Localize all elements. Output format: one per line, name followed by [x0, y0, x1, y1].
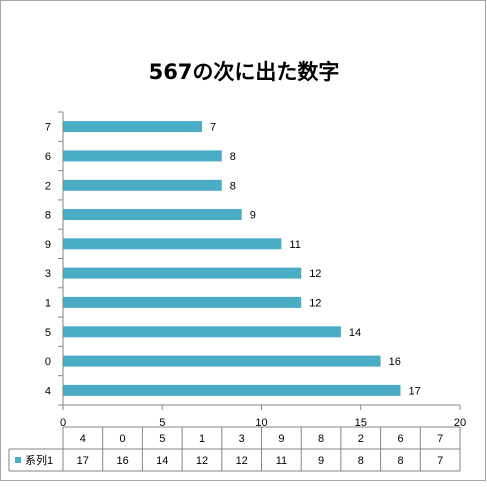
- table-value-8: 9: [318, 455, 324, 467]
- table-value-1: 12: [196, 455, 208, 467]
- bar-1: [63, 296, 302, 308]
- data-label-7: 7: [210, 122, 216, 134]
- category-label-4: 4: [45, 385, 51, 397]
- table-header-7: 7: [437, 433, 443, 445]
- x-tick-label-10: 10: [255, 417, 267, 429]
- table-header-3: 3: [239, 433, 245, 445]
- table-value-5: 14: [156, 455, 168, 467]
- table-header-6: 6: [397, 433, 403, 445]
- table-value-9: 11: [276, 455, 287, 467]
- data-label-4: 17: [409, 385, 421, 397]
- table-value-6: 8: [397, 455, 403, 467]
- bar-3: [63, 267, 302, 279]
- category-label-9: 9: [45, 239, 51, 251]
- data-label-9: 11: [289, 239, 300, 251]
- category-label-6: 6: [45, 151, 51, 163]
- category-label-7: 7: [45, 122, 51, 134]
- x-tick-label-0: 0: [60, 417, 66, 429]
- table-header-4: 4: [80, 433, 86, 445]
- chart-title: 567の次に出た数字: [149, 60, 340, 84]
- category-label-0: 0: [45, 356, 51, 368]
- bar-8: [63, 209, 242, 220]
- bar-7: [63, 121, 202, 133]
- table-header-1: 1: [199, 433, 205, 445]
- bar-4: [63, 384, 401, 396]
- bar-9: [63, 238, 282, 250]
- category-label-5: 5: [45, 327, 51, 339]
- category-label-2: 2: [45, 180, 51, 192]
- bar-2: [63, 179, 222, 191]
- table-header-0: 0: [120, 433, 126, 445]
- table-value-0: 16: [116, 455, 128, 467]
- x-tick-label-20: 20: [454, 417, 466, 429]
- table-header-8: 8: [318, 433, 324, 445]
- bars-group: 17 16 14 12 12 11 9 8 8 7: [63, 121, 421, 397]
- data-label-2: 8: [230, 180, 236, 192]
- table-value-7: 7: [437, 455, 443, 467]
- data-label-8: 9: [250, 210, 256, 222]
- table-value-2: 8: [358, 455, 364, 467]
- table-header-9: 9: [278, 433, 284, 445]
- data-label-1: 12: [309, 297, 321, 309]
- category-label-1: 1: [45, 297, 51, 309]
- table-value-3: 12: [236, 455, 248, 467]
- bar-0: [63, 355, 381, 367]
- table-header-2: 2: [358, 433, 364, 445]
- x-tick-label-15: 15: [355, 417, 367, 429]
- category-label-3: 3: [45, 268, 51, 280]
- axes-group: 4 0 5 1 3 9 8 2 6 7 0 5 10 15 20: [45, 111, 466, 429]
- data-label-0: 16: [389, 356, 401, 368]
- legend-key: [15, 457, 21, 463]
- table-header-5: 5: [159, 433, 165, 445]
- data-label-3: 12: [309, 268, 321, 280]
- category-label-8: 8: [45, 210, 51, 222]
- legend-series-name: 系列1: [25, 453, 53, 467]
- x-tick-label-5: 5: [159, 417, 165, 429]
- table-value-4: 17: [77, 455, 89, 467]
- data-label-5: 14: [349, 327, 361, 339]
- bar-6: [63, 150, 222, 162]
- data-label-6: 8: [230, 151, 236, 163]
- data-table: 4 17 0 16 5 14 1 12 3 12 9 11 8 9 2 8 6 8 7 7 系列1: [8, 426, 461, 472]
- bar-5: [63, 326, 341, 338]
